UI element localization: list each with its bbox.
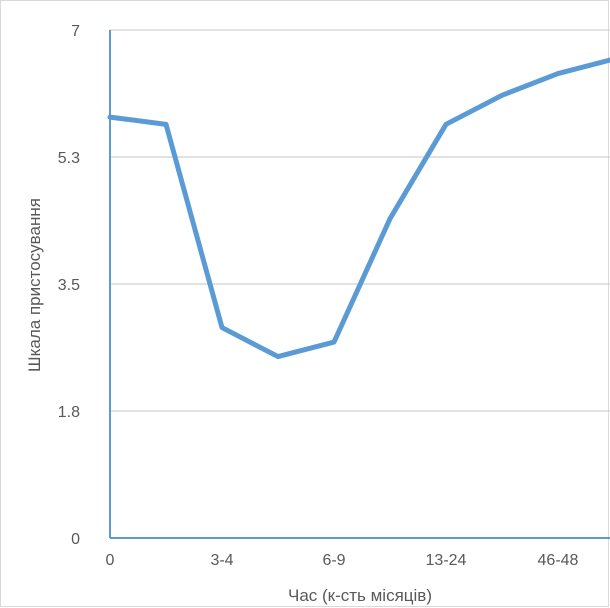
x-tick-label: 0: [106, 552, 115, 569]
x-axis-title: Час (к-сть місяців): [288, 586, 432, 605]
y-tick-labels: 0 1.8 3.5 5.3 7: [58, 23, 80, 548]
y-tick-label: 7: [71, 23, 80, 40]
x-tick-label: 3-4: [210, 552, 233, 569]
series-layer: [107, 57, 610, 360]
x-tick-label: 46-48: [538, 552, 579, 569]
y-tick-label: 1.8: [58, 404, 80, 421]
y-tick-label: 5.3: [58, 150, 80, 167]
gridlines: [110, 29, 610, 412]
y-tick-label: 3.5: [58, 277, 80, 294]
x-tick-label: 13-24: [426, 552, 467, 569]
y-tick-label: 0: [71, 531, 80, 548]
x-tick-labels: 0 3-4 6-9 13-24 46-48: [106, 552, 579, 569]
x-tick-label: 6-9: [322, 552, 345, 569]
series-line: [107, 57, 610, 360]
y-axis-title: Шкала пристосування: [25, 198, 44, 372]
